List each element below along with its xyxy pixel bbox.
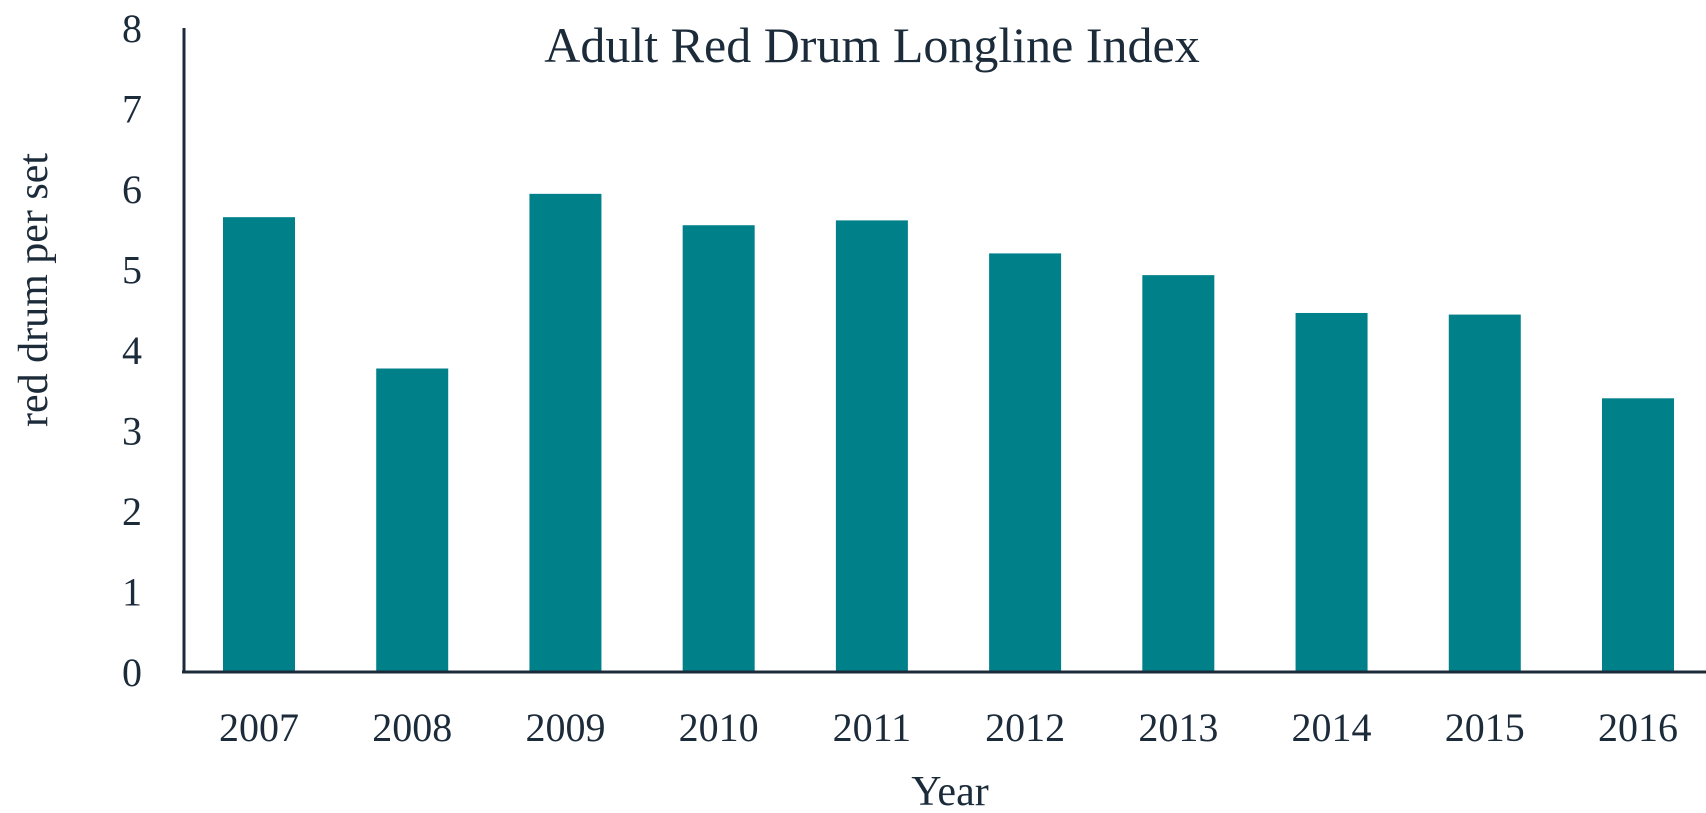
x-tick-label: 2009 bbox=[525, 705, 605, 750]
bar-2008 bbox=[376, 368, 449, 672]
y-tick-label: 3 bbox=[122, 409, 142, 454]
bar-2016 bbox=[1602, 398, 1674, 672]
x-tick-label: 2008 bbox=[372, 705, 452, 750]
x-tick-label: 2010 bbox=[679, 705, 759, 750]
x-tick-label: 2007 bbox=[219, 705, 299, 750]
bar-2007 bbox=[223, 217, 295, 673]
bar-2013 bbox=[1142, 275, 1215, 672]
y-tick-label: 7 bbox=[122, 87, 142, 132]
y-tick-label: 6 bbox=[122, 167, 142, 212]
x-tick-label: 2013 bbox=[1138, 705, 1218, 750]
y-tick-label: 1 bbox=[122, 570, 142, 615]
y-tick-label: 4 bbox=[122, 328, 142, 373]
bar-2010 bbox=[682, 225, 755, 673]
x-axis-title: Year bbox=[911, 769, 988, 813]
y-tick-labels: 0 1 2 3 4 5 6 7 8 bbox=[122, 6, 142, 695]
y-axis-title: red drum per set bbox=[11, 153, 57, 427]
y-tick-label: 5 bbox=[122, 248, 142, 293]
x-tick-label: 2016 bbox=[1598, 705, 1678, 750]
chart-title: Adult Red Drum Longline Index bbox=[544, 17, 1199, 73]
bar-2011 bbox=[835, 220, 908, 672]
x-tick-label: 2014 bbox=[1292, 705, 1372, 750]
x-tick-labels: 2007 2008 2009 2010 2011 2012 2013 2014 2015 2016 bbox=[219, 705, 1678, 750]
x-tick-label: 2012 bbox=[985, 705, 1065, 750]
x-tick-label: 2015 bbox=[1445, 705, 1525, 750]
bar-2009 bbox=[529, 193, 602, 672]
bar-2014 bbox=[1295, 312, 1368, 672]
x-tick-label: 2011 bbox=[833, 705, 912, 750]
bar-2015 bbox=[1448, 314, 1521, 672]
bar-2012 bbox=[989, 253, 1062, 672]
bars bbox=[223, 193, 1674, 673]
y-tick-label: 8 bbox=[122, 6, 142, 51]
y-tick-label: 2 bbox=[122, 489, 142, 534]
y-tick-label: 0 bbox=[122, 650, 142, 695]
